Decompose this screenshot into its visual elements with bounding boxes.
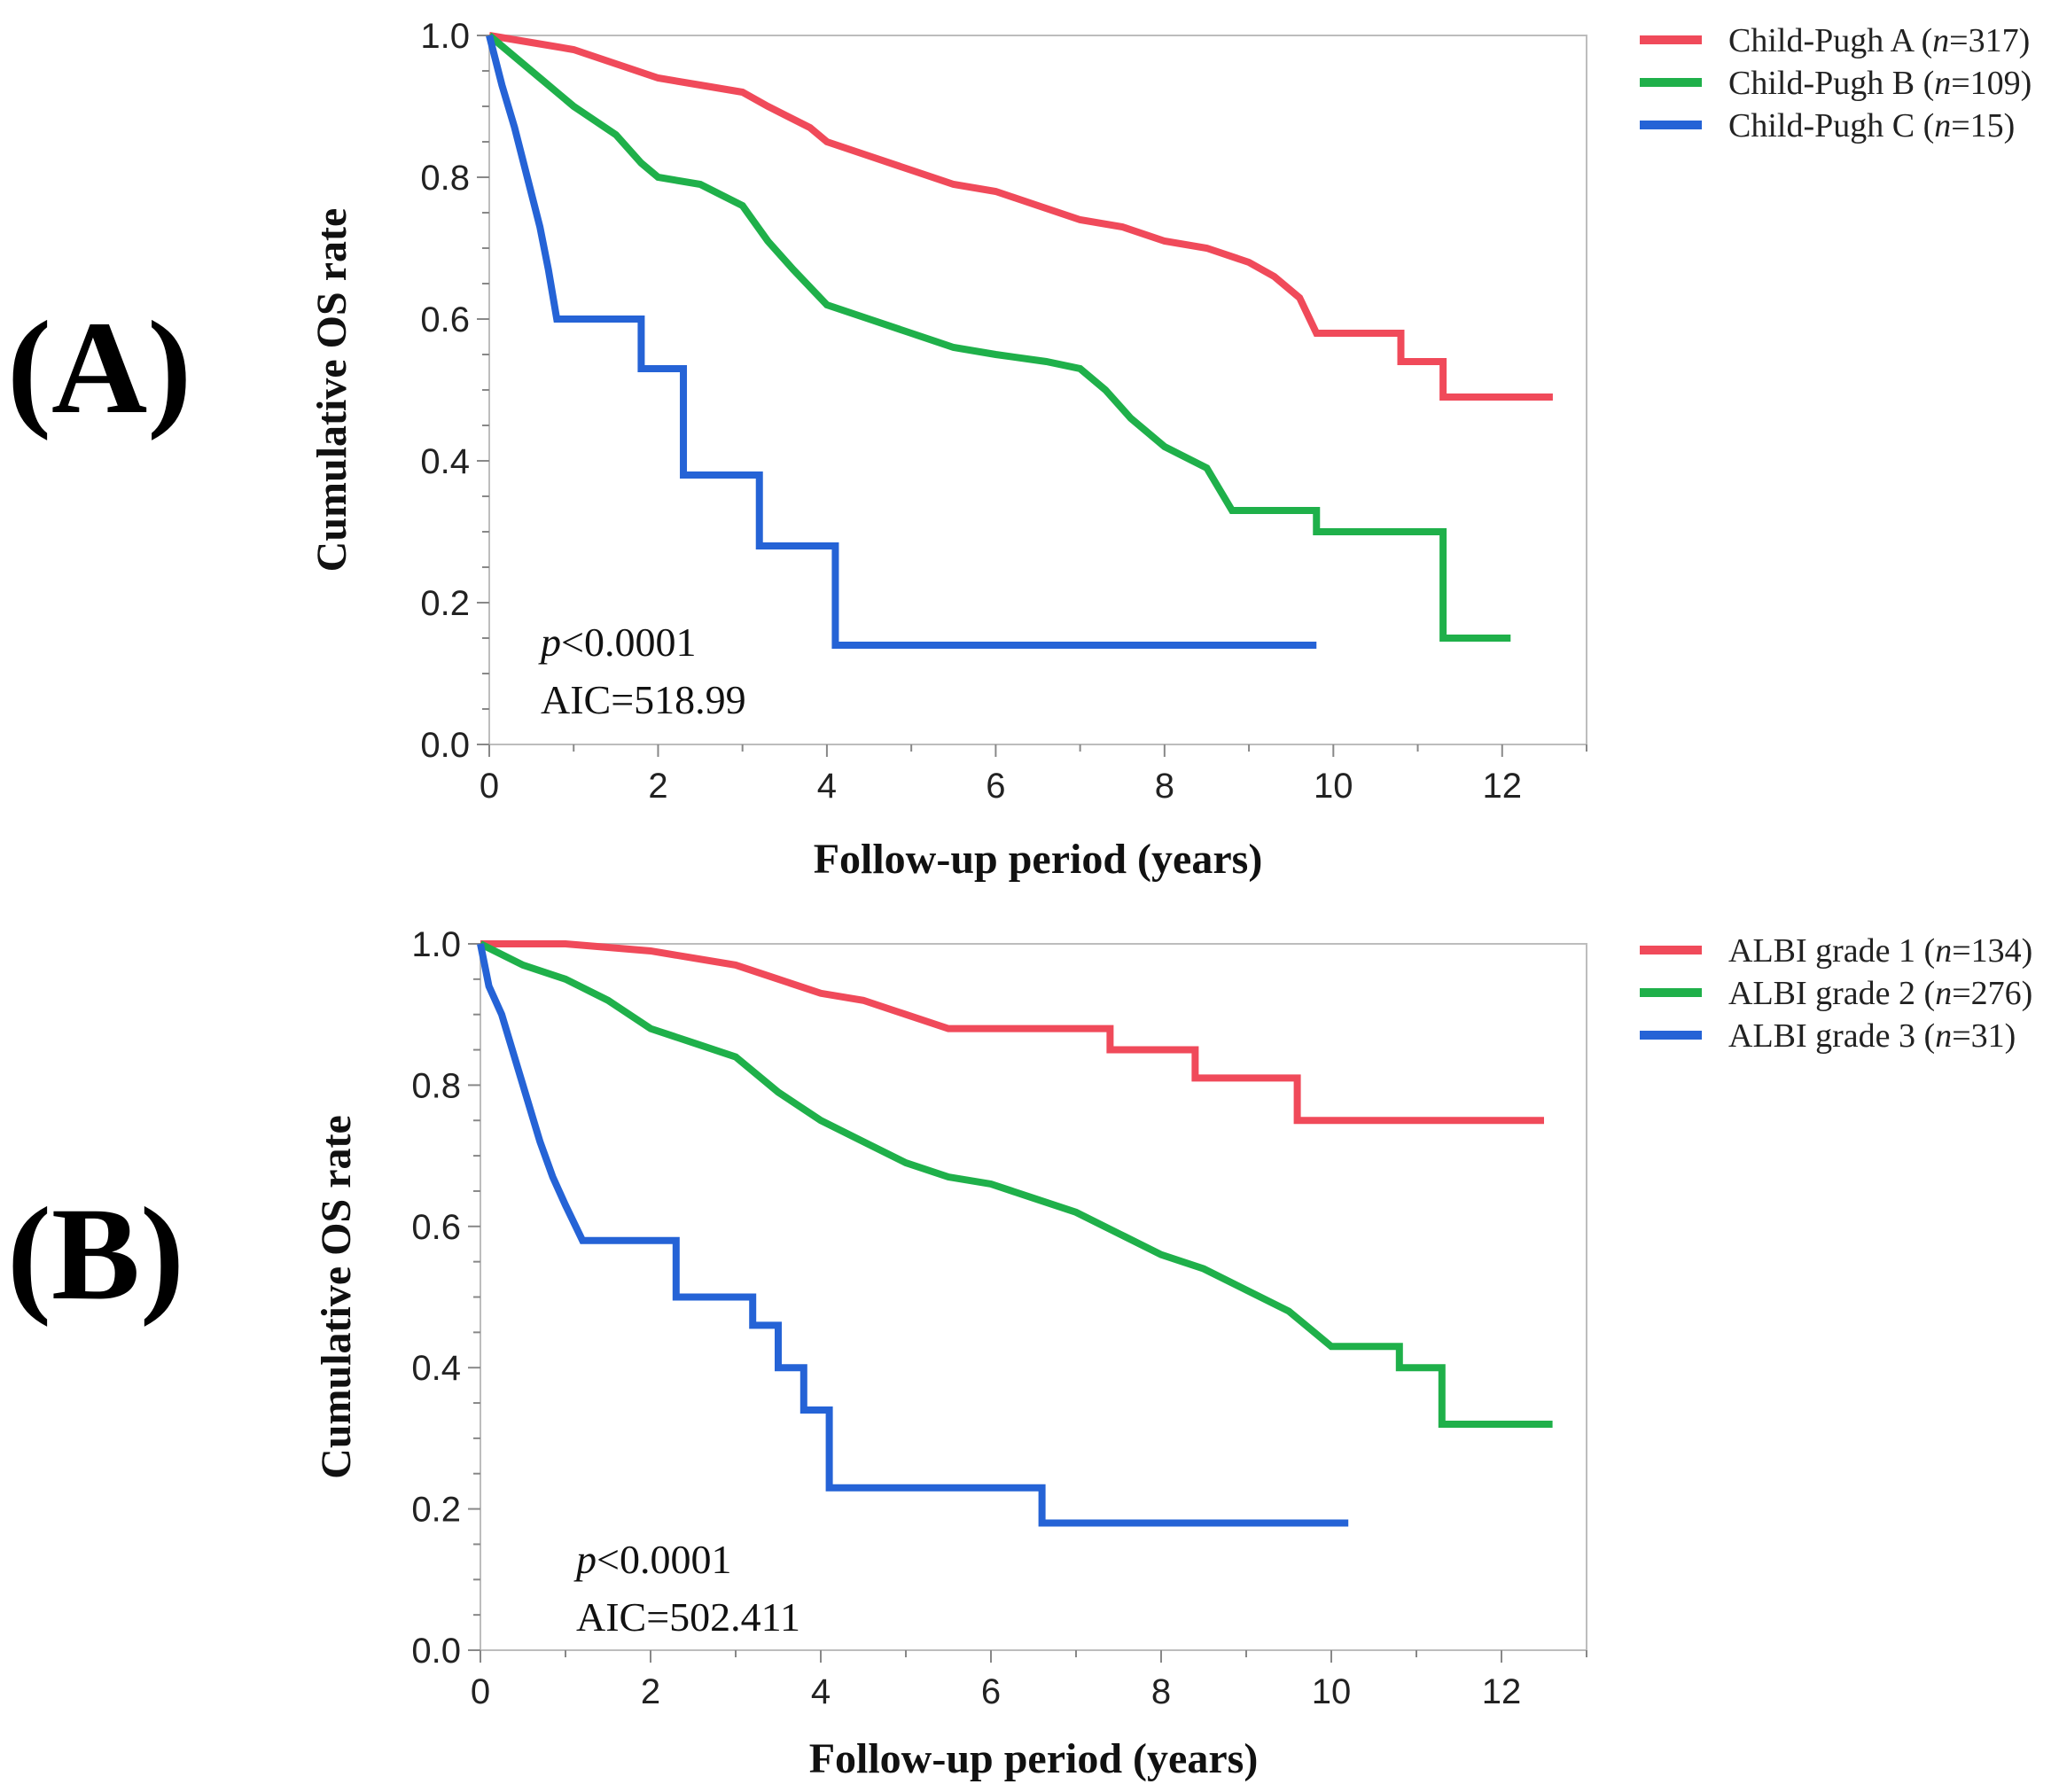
x-tick-label: 10	[1314, 767, 1353, 806]
x-tick-label: 8	[1155, 767, 1174, 806]
panel-label-b: (B)	[7, 1180, 184, 1328]
x-tick-label: 0	[471, 1672, 490, 1711]
series-line-2	[479, 940, 1553, 1428]
p-value-annotation: p<0.0001	[538, 619, 696, 665]
x-tick-label: 12	[1482, 1672, 1522, 1711]
aic-annotation: AIC=502.411	[576, 1594, 800, 1640]
p-value-annotation: p<0.0001	[573, 1537, 731, 1582]
legend-entry: ALBI grade 3 (n=31)	[1728, 1017, 2016, 1055]
x-tick-label: 0	[480, 767, 499, 806]
y-tick-label: 0.6	[411, 1208, 461, 1247]
x-tick-label: 8	[1151, 1672, 1171, 1711]
legend-entry: Child-Pugh B (n=109)	[1728, 65, 2032, 102]
y-tick-label: 0.2	[420, 584, 470, 623]
x-tick-label: 4	[811, 1672, 831, 1711]
y-tick-label: 0.0	[411, 1632, 461, 1671]
panel-label-a: (A)	[7, 294, 192, 441]
aic-annotation: AIC=518.99	[541, 677, 746, 722]
x-tick-label: 6	[981, 1672, 1001, 1711]
y-tick-label: 1.0	[420, 17, 470, 56]
y-tick-label: 0.8	[411, 1066, 461, 1105]
legend-entry: ALBI grade 2 (n=276)	[1728, 975, 2032, 1012]
y-tick-label: 0.8	[420, 159, 470, 198]
y-tick-label: 0.0	[420, 726, 470, 765]
x-axis-title: Follow-up period (years)	[814, 836, 1263, 883]
legend-entry: Child-Pugh A (n=317)	[1728, 22, 2030, 59]
legend-entry: ALBI grade 1 (n=134)	[1728, 932, 2032, 970]
x-tick-label: 4	[817, 767, 837, 806]
y-axis-title: Cumulative OS rate	[308, 208, 355, 573]
series-line-2	[487, 32, 1511, 642]
series-line-3	[486, 35, 1317, 649]
y-axis-title: Cumulative OS rate	[313, 1115, 360, 1479]
x-tick-label: 2	[648, 767, 667, 806]
y-tick-label: 0.2	[411, 1491, 461, 1530]
y-tick-label: 0.6	[420, 300, 470, 339]
x-axis-title: Follow-up period (years)	[809, 1735, 1259, 1782]
y-tick-label: 0.4	[420, 442, 470, 481]
x-tick-label: 2	[641, 1672, 660, 1711]
series-line-1	[480, 940, 1544, 1125]
legend-entry: Child-Pugh C (n=15)	[1728, 107, 2015, 144]
x-tick-label: 12	[1483, 767, 1523, 806]
y-tick-label: 0.4	[411, 1349, 461, 1388]
x-tick-label: 6	[986, 767, 1005, 806]
series-line-1	[488, 32, 1553, 401]
x-tick-label: 10	[1312, 1672, 1352, 1711]
y-tick-label: 1.0	[411, 925, 461, 964]
series-line-3	[477, 943, 1349, 1527]
